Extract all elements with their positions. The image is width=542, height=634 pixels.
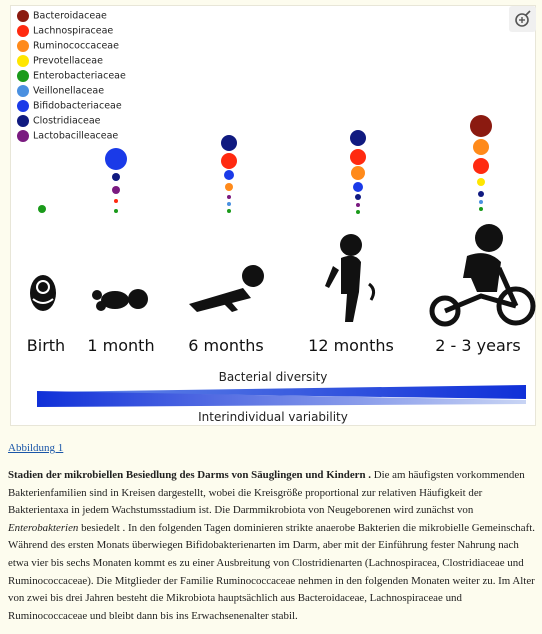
legend-label: Veillonellaceae <box>33 86 104 97</box>
legend-swatch <box>17 40 29 52</box>
stage-label: 2 - 3 years <box>435 336 520 355</box>
abundance-circle <box>478 191 484 197</box>
legend-label: Clostridiaceae <box>33 116 101 127</box>
bottom-label: Interindividual variability <box>198 410 348 424</box>
abundance-circle <box>479 207 483 211</box>
abundance-circles <box>38 115 492 214</box>
abundance-circle <box>479 200 483 204</box>
diversity-wedge <box>37 385 526 399</box>
abundance-circle <box>114 209 118 213</box>
legend-swatch <box>17 55 29 67</box>
abundance-circle <box>221 153 237 169</box>
stage-label: 6 months <box>188 336 264 355</box>
legend-swatch <box>17 70 29 82</box>
zoom-button[interactable] <box>509 6 536 32</box>
abundance-circle <box>105 148 127 170</box>
legend-swatch <box>17 85 29 97</box>
legend-label: Prevotellaceae <box>33 56 103 67</box>
legend-label: Lachnospiraceae <box>33 26 113 37</box>
abundance-circle <box>221 135 237 151</box>
abundance-circle <box>353 182 363 192</box>
abundance-circle <box>350 130 366 146</box>
abundance-circle <box>38 205 46 213</box>
figure-link[interactable]: Abbildung 1 <box>8 442 64 454</box>
abundance-circle <box>224 170 234 180</box>
legend-swatch <box>17 100 29 112</box>
figure-graphic: Bacteroidaceae Lachnospiraceae Ruminococca… <box>17 6 536 424</box>
stage-label: 1 month <box>87 336 154 355</box>
abundance-circle <box>227 195 231 199</box>
abundance-circle <box>477 178 485 186</box>
caption-lead: Stadien der mikrobiellen Besiedlung des … <box>8 469 371 481</box>
abundance-circle <box>473 139 489 155</box>
legend-label: Bifidobacteriaceae <box>33 101 122 112</box>
top-label: Bacterial diversity <box>219 370 328 384</box>
abundance-circle <box>356 203 360 207</box>
abundance-circle <box>470 115 492 137</box>
caption-text: besiedelt . In den folgenden Tagen domin… <box>8 521 535 622</box>
caption-text: Die am häufigsten vorkommenden Bakterien… <box>8 469 525 517</box>
variability-wedge <box>37 391 526 407</box>
legend-swatch <box>17 130 29 142</box>
caption: Stadien der mikrobiellen Besiedlung des … <box>8 467 538 625</box>
caption-italic: Enterobakterien <box>8 521 79 534</box>
legend-label: Ruminococcaceae <box>33 41 119 52</box>
legend-label: Enterobacteriaceae <box>33 71 126 82</box>
legend-label: Lactobacilleaceae <box>33 131 118 142</box>
abundance-circle <box>227 209 231 213</box>
abundance-circle <box>350 149 366 165</box>
figure: Bacteroidaceae Lachnospiraceae Ruminococca… <box>10 5 536 426</box>
legend-swatch <box>17 25 29 37</box>
abundance-circle <box>112 173 120 181</box>
abundance-circle <box>225 183 233 191</box>
abundance-circle <box>356 210 360 214</box>
stage-label: Birth <box>27 336 65 355</box>
abundance-circle <box>473 158 489 174</box>
legend-swatch <box>17 115 29 127</box>
abundance-circle <box>355 194 361 200</box>
legend-swatch <box>17 10 29 22</box>
abundance-circle <box>227 202 231 206</box>
stage-label: 12 months <box>308 336 394 355</box>
abundance-circle <box>114 199 118 203</box>
abundance-circle <box>351 166 365 180</box>
stage-labels: Birth 1 month 6 months 12 months 2 - 3 years <box>27 336 521 355</box>
silhouettes <box>30 224 536 327</box>
legend: Bacteroidaceae Lachnospiraceae Ruminococca… <box>17 10 126 142</box>
abundance-circle <box>112 186 120 194</box>
legend-label: Bacteroidaceae <box>33 11 107 22</box>
